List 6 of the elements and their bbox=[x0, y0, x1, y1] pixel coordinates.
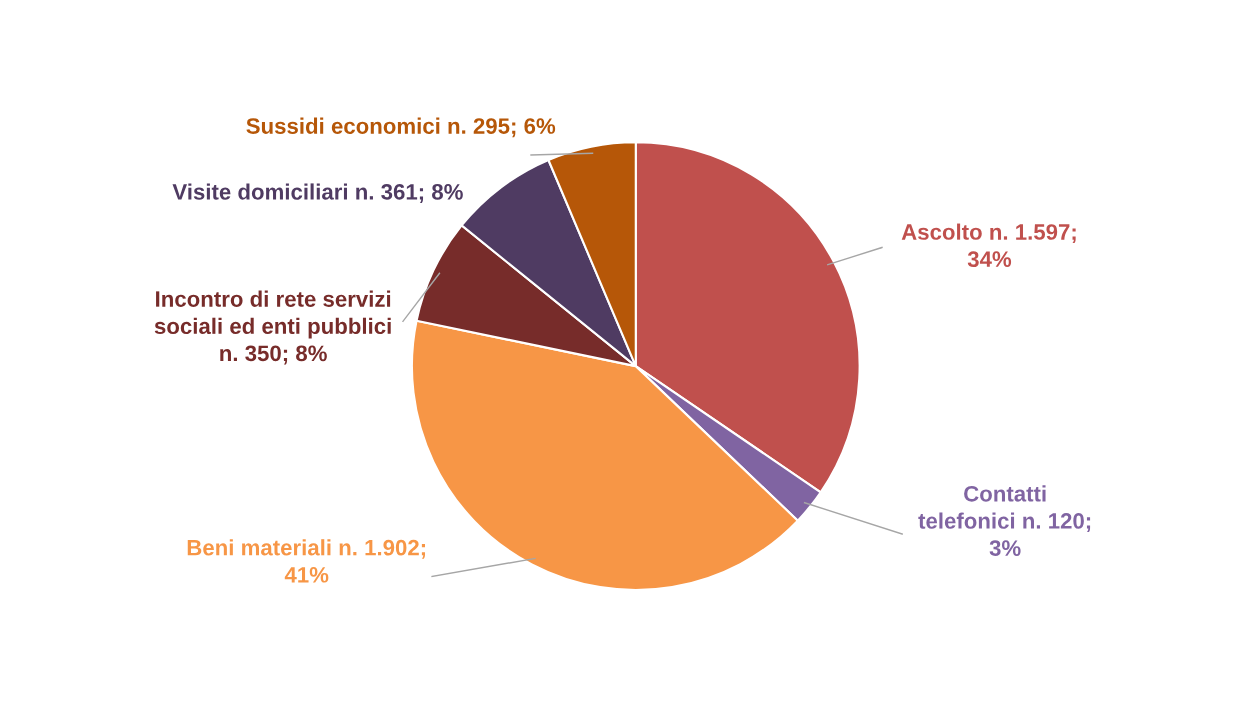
slice-label: Sussidi economici n. 295; 6% bbox=[246, 117, 556, 138]
slice-label: Ascolto n. 1.597; 34% bbox=[901, 223, 1076, 268]
slice-label: Visite domiciliari n. 361; 8% bbox=[172, 183, 463, 203]
slice-label: Contatti telefonici n. 120; 3% bbox=[918, 485, 1091, 556]
slice-label: Incontro di rete servizi sociali ed enti pubblici n. 350; 8% bbox=[154, 290, 391, 365]
slice-label: Beni materiali n. 1.902; 41% bbox=[187, 539, 426, 583]
